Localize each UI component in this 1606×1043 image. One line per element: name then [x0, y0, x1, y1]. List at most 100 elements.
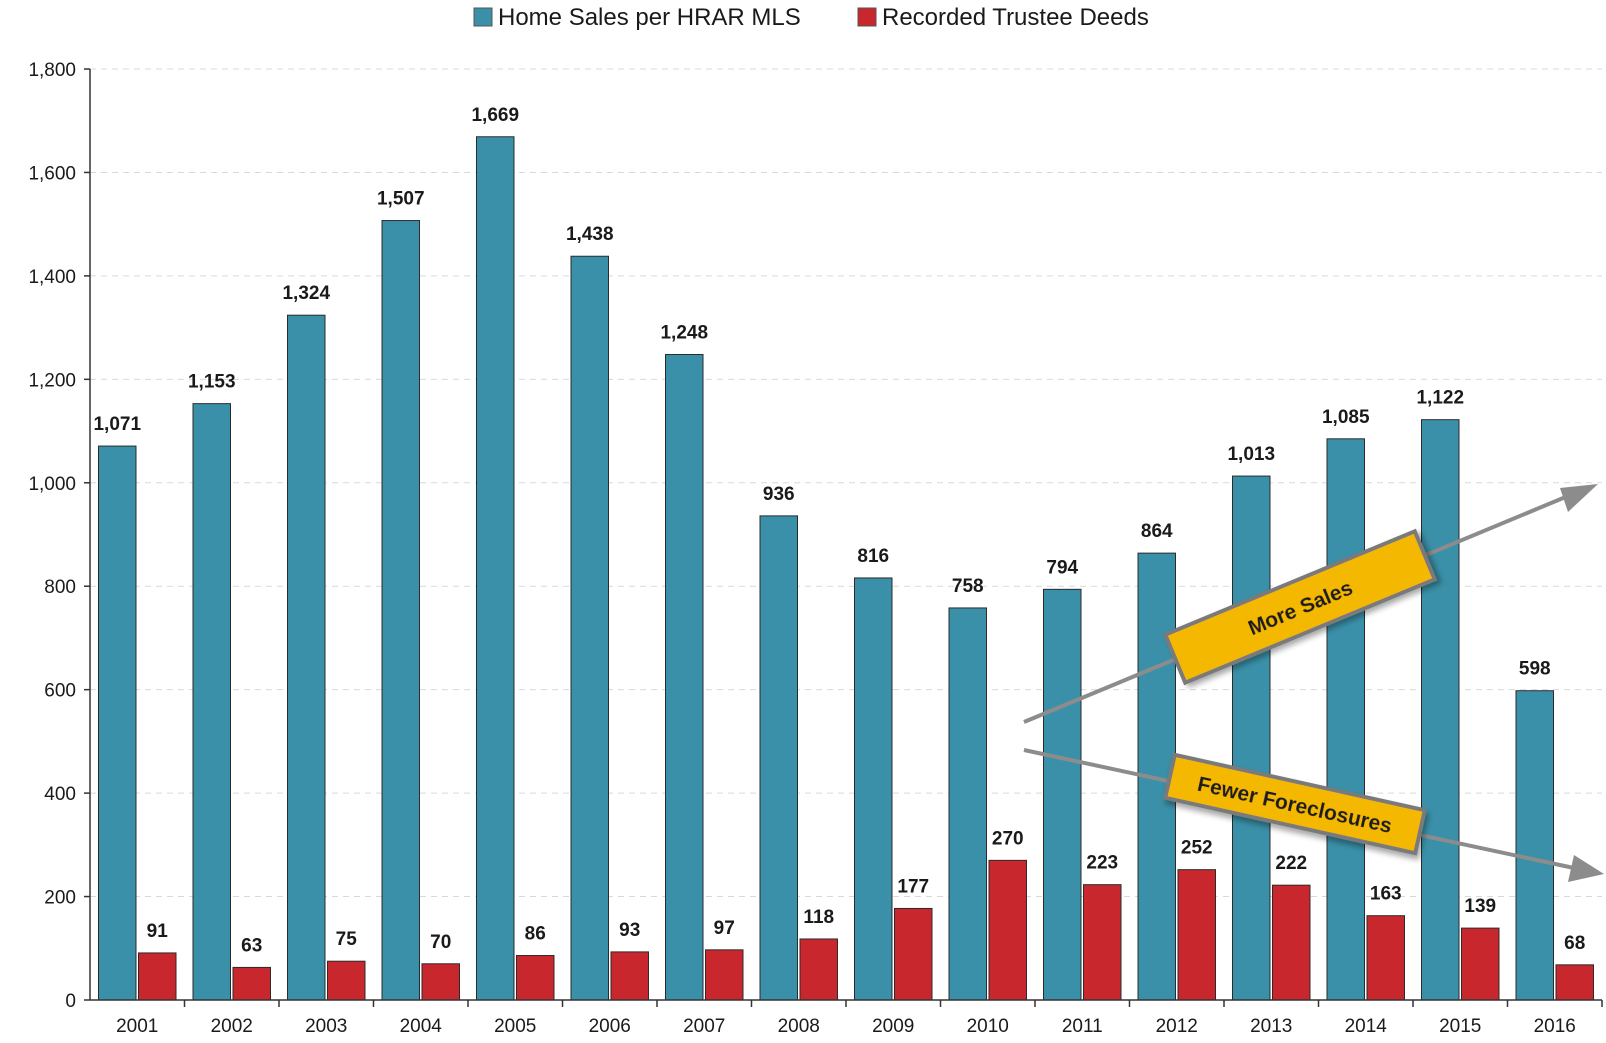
- data-label-trustee-deeds: 93: [619, 920, 640, 941]
- legend-label-trustee-deeds: Recorded Trustee Deeds: [882, 4, 1149, 31]
- bars: [98, 136, 1594, 1001]
- bar-home-sales: [381, 220, 420, 1001]
- x-tick-label: 2005: [494, 1016, 536, 1037]
- bar-trustee-deeds: [894, 907, 933, 1001]
- x-tick-label: 2015: [1439, 1016, 1481, 1037]
- data-label-home-sales: 794: [1046, 557, 1078, 578]
- data-label-home-sales: 1,071: [93, 414, 141, 435]
- data-label-home-sales: 1,013: [1227, 444, 1275, 465]
- bar-trustee-deeds: [705, 949, 744, 1001]
- data-label-home-sales: 1,085: [1322, 407, 1370, 428]
- bar-trustee-deeds: [1083, 884, 1122, 1001]
- bar-trustee-deeds: [421, 963, 460, 1001]
- bar-trustee-deeds: [327, 960, 366, 1001]
- bar-home-sales: [1326, 438, 1365, 1001]
- y-tick-label: 1,800: [28, 60, 76, 81]
- data-label-home-sales: 1,507: [377, 189, 425, 210]
- data-label-trustee-deeds: 75: [336, 929, 358, 950]
- bar-trustee-deeds: [799, 938, 838, 1001]
- data-label-home-sales: 598: [1519, 659, 1551, 680]
- bar-trustee-deeds: [516, 955, 555, 1001]
- x-tick-label: 2002: [211, 1016, 253, 1037]
- data-label-trustee-deeds: 163: [1370, 884, 1402, 905]
- bar-home-sales: [1515, 690, 1554, 1001]
- bar-home-sales: [1421, 419, 1460, 1001]
- data-label-home-sales: 1,248: [660, 323, 708, 344]
- bar-home-sales: [98, 445, 137, 1001]
- y-tick-label: 1,000: [28, 474, 76, 495]
- data-label-home-sales: 1,122: [1416, 388, 1464, 409]
- fewer-foreclosures-arrow-head: [1568, 855, 1604, 882]
- data-labels: 1,071 91 1,153 63 1,324 75 1,507 70 1,669 86 1,438…: [93, 105, 1585, 957]
- bar-trustee-deeds: [988, 859, 1027, 1001]
- more-sales-box: More Sales: [1162, 528, 1438, 686]
- data-label-home-sales: 1,153: [188, 372, 236, 393]
- y-tick-label: 0: [65, 991, 76, 1012]
- y-tick-label: 800: [44, 577, 76, 598]
- data-label-trustee-deeds: 63: [241, 935, 262, 956]
- y-tick-label: 600: [44, 681, 76, 702]
- data-label-home-sales: 758: [952, 576, 984, 597]
- legend: Home Sales per HRAR MLS Recorded Trustee…: [473, 4, 1149, 31]
- bar-home-sales: [665, 354, 704, 1001]
- data-label-home-sales: 1,324: [282, 283, 330, 304]
- bar-home-sales: [948, 607, 987, 1001]
- data-label-trustee-deeds: 118: [803, 907, 834, 928]
- bar-trustee-deeds: [610, 951, 649, 1001]
- bar-trustee-deeds: [1272, 884, 1311, 1001]
- data-label-trustee-deeds: 97: [714, 918, 735, 939]
- y-axis: 0 200 400 600 800 1,000 1,200 1,400 1,600 1,800: [28, 60, 90, 1012]
- bar-trustee-deeds: [138, 952, 177, 1001]
- more-sales-arrow-head: [1560, 484, 1598, 512]
- x-axis: 2001 2002 2003 2004 2005 2006 2007 2008 2009 2010…: [89, 69, 1603, 1037]
- bar-home-sales: [1232, 475, 1271, 1001]
- data-label-home-sales: 936: [763, 484, 795, 505]
- data-label-trustee-deeds: 177: [897, 876, 929, 897]
- bar-home-sales: [854, 577, 893, 1001]
- x-tick-label: 2014: [1345, 1016, 1388, 1037]
- x-tick-label: 2009: [872, 1016, 914, 1037]
- x-tick-label: 2008: [778, 1016, 820, 1037]
- x-tick-label: 2003: [305, 1016, 347, 1037]
- bar-trustee-deeds: [1366, 915, 1405, 1001]
- bar-trustee-deeds: [1177, 869, 1216, 1001]
- bar-home-sales: [192, 403, 231, 1001]
- data-label-trustee-deeds: 223: [1086, 853, 1118, 874]
- legend-swatch-trustee-deeds: [857, 7, 877, 27]
- data-label-trustee-deeds: 86: [525, 924, 546, 945]
- x-tick-label: 2013: [1250, 1016, 1292, 1037]
- data-label-trustee-deeds: 252: [1181, 838, 1213, 859]
- x-tick-label: 2012: [1156, 1016, 1198, 1037]
- y-tick-label: 1,200: [28, 370, 76, 391]
- bar-home-sales: [287, 314, 326, 1001]
- data-label-trustee-deeds: 70: [430, 932, 451, 953]
- data-label-trustee-deeds: 68: [1564, 933, 1585, 954]
- x-tick-label: 2004: [400, 1016, 443, 1037]
- y-tick-label: 400: [44, 784, 76, 805]
- bar-home-sales: [759, 515, 798, 1001]
- x-tick-label: 2016: [1534, 1016, 1576, 1037]
- x-tick-label: 2006: [589, 1016, 631, 1037]
- y-tick-label: 1,600: [28, 163, 76, 184]
- bar-trustee-deeds: [1555, 964, 1594, 1001]
- data-label-home-sales: 864: [1141, 521, 1173, 542]
- legend-label-home-sales: Home Sales per HRAR MLS: [498, 4, 801, 31]
- bar-home-sales: [570, 255, 609, 1001]
- x-tick-label: 2011: [1062, 1016, 1103, 1037]
- data-label-trustee-deeds: 270: [992, 828, 1024, 849]
- data-label-trustee-deeds: 139: [1464, 896, 1496, 917]
- bar-home-sales: [476, 136, 515, 1001]
- y-tick-label: 200: [44, 888, 76, 909]
- data-label-trustee-deeds: 222: [1275, 853, 1307, 874]
- data-label-home-sales: 816: [857, 546, 889, 567]
- data-label-trustee-deeds: 91: [147, 921, 169, 942]
- x-tick-label: 2001: [116, 1016, 158, 1037]
- bar-trustee-deeds: [232, 966, 271, 1001]
- data-label-home-sales: 1,669: [471, 105, 519, 126]
- data-label-home-sales: 1,438: [566, 224, 614, 245]
- legend-swatch-home-sales: [473, 7, 493, 27]
- y-tick-label: 1,400: [28, 267, 76, 288]
- x-tick-label: 2010: [967, 1016, 1009, 1037]
- bar-home-sales: [1043, 588, 1082, 1001]
